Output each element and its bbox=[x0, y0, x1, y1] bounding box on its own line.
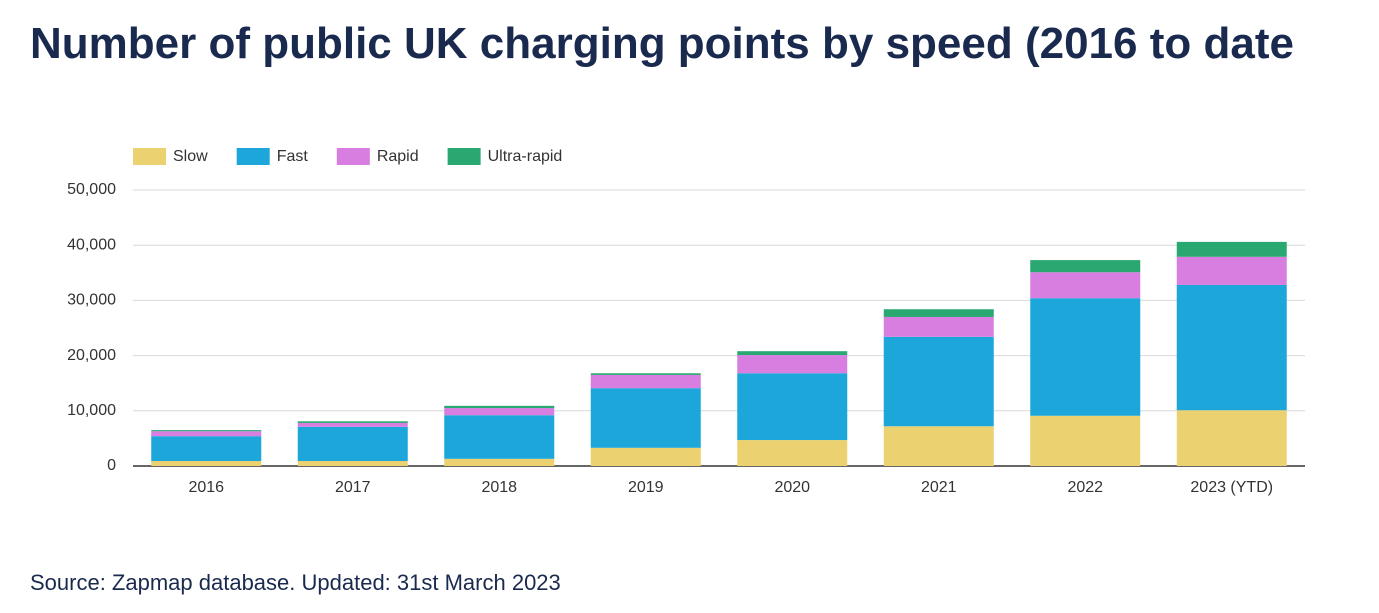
bar-segment bbox=[444, 458, 555, 466]
bar-segment bbox=[737, 355, 848, 374]
bar-segment bbox=[297, 421, 408, 423]
legend-swatch bbox=[236, 148, 270, 165]
y-tick-label: 10,000 bbox=[67, 402, 116, 419]
chart-source: Source: Zapmap database. Updated: 31st M… bbox=[30, 570, 561, 595]
y-tick-label: 50,000 bbox=[67, 181, 116, 198]
x-tick-label: 2017 bbox=[335, 479, 371, 496]
x-tick-label: 2020 bbox=[774, 479, 810, 496]
bar-segment bbox=[737, 373, 848, 441]
bar-segment bbox=[590, 388, 701, 448]
bar-segment bbox=[151, 431, 262, 437]
legend-label: Rapid bbox=[377, 148, 419, 165]
legend-label: Fast bbox=[277, 148, 309, 165]
bar-segment bbox=[297, 426, 408, 462]
bar-segment bbox=[883, 336, 994, 427]
bar-segment bbox=[883, 309, 994, 317]
bar-segment bbox=[297, 422, 408, 427]
legend-label: Ultra-rapid bbox=[488, 148, 563, 165]
x-tick-label: 2019 bbox=[628, 479, 664, 496]
bar-segment bbox=[737, 351, 848, 356]
legend-swatch bbox=[336, 148, 370, 165]
bar-segment bbox=[297, 461, 408, 466]
bar-segment bbox=[883, 426, 994, 466]
bar-segment bbox=[1176, 241, 1287, 257]
chart-title: Number of public UK charging points by s… bbox=[30, 19, 1294, 68]
bar-segment bbox=[151, 430, 262, 432]
bar-segment bbox=[1176, 284, 1287, 411]
legend-label: Slow bbox=[173, 148, 208, 165]
bar-segment bbox=[444, 405, 555, 409]
bar-segment bbox=[1030, 415, 1141, 466]
legend-swatch bbox=[133, 148, 166, 165]
x-tick-label: 2022 bbox=[1067, 479, 1103, 496]
bar-segment bbox=[151, 461, 262, 466]
y-tick-label: 30,000 bbox=[67, 292, 116, 309]
y-tick-label: 0 bbox=[107, 457, 116, 474]
bar-segment bbox=[1176, 256, 1287, 285]
bar-segment bbox=[151, 436, 262, 462]
y-tick-label: 40,000 bbox=[67, 236, 116, 253]
bar-segment bbox=[1176, 410, 1287, 466]
bar-segment bbox=[1030, 298, 1141, 416]
x-tick-label: 2023 (YTD) bbox=[1190, 479, 1273, 496]
x-tick-label: 2021 bbox=[921, 479, 957, 496]
x-tick-label: 2016 bbox=[188, 479, 224, 496]
bar-segment bbox=[590, 447, 701, 466]
bar-segment bbox=[1030, 272, 1141, 299]
bar-segment bbox=[1030, 260, 1141, 273]
bar-segment bbox=[590, 374, 701, 389]
bar-segment bbox=[444, 415, 555, 459]
bar-segment bbox=[883, 316, 994, 337]
bar-segment bbox=[590, 373, 701, 375]
legend-swatch bbox=[447, 148, 481, 165]
bar-segment bbox=[737, 440, 848, 466]
x-tick-label: 2018 bbox=[481, 479, 517, 496]
bar-segment bbox=[444, 408, 555, 416]
y-tick-label: 20,000 bbox=[67, 347, 116, 364]
